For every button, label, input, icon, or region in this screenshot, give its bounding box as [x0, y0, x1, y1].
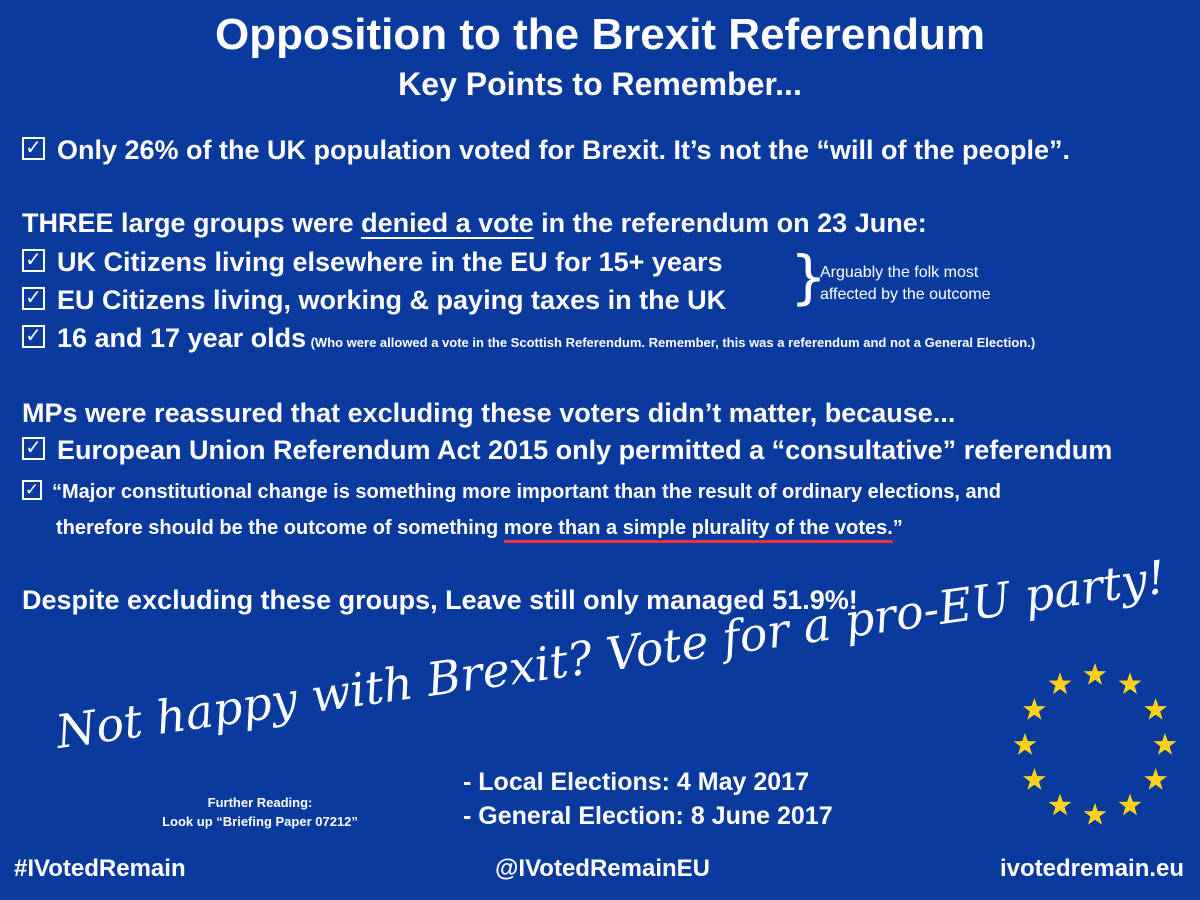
aside-note-line2: affected by the outcome [820, 286, 991, 303]
groups-heading-prefix: THREE large groups were [22, 208, 362, 238]
quote-line2-suffix: ” [892, 517, 903, 539]
point-referendum-act: ✓ European Union Referendum Act 2015 only… [22, 435, 1112, 466]
point-population-text: Only 26% of the UK population voted for … [57, 135, 1071, 165]
star-icon [1144, 698, 1168, 720]
conclusion: Despite excluding these groups, Leave st… [22, 585, 858, 615]
aside-note-line1: Arguably the folk most [820, 264, 979, 281]
quote-line2-emphasis: more than a simple plurality of the vote… [503, 517, 893, 539]
footer-handle[interactable]: @IVotedRemainEU [495, 855, 710, 882]
star-icon [1022, 768, 1046, 790]
checkbox-icon: ✓ [22, 287, 45, 311]
star-icon [1153, 733, 1177, 755]
footer-hashtag[interactable]: #IVotedRemain [14, 855, 186, 882]
eu-stars-icon [1013, 663, 1177, 825]
group-eu-citizens-text: EU Citizens living, working & paying tax… [57, 285, 727, 315]
election-dates: - Local Elections: 4 May 2017 - General … [463, 765, 833, 833]
quote-block: ✓ “Major constitutional change is somethi… [22, 474, 1001, 546]
group-uk-citizens: ✓ UK Citizens living elsewhere in the EU … [22, 247, 722, 278]
checkbox-icon: ✓ [22, 137, 45, 161]
groups-heading: THREE large groups were denied a vote in… [22, 208, 927, 239]
aside-note: Arguably the folk most affected by the o… [820, 262, 990, 306]
page-subtitle: Key Points to Remember... [398, 66, 802, 102]
groups-heading-emphasis: denied a vote [361, 208, 534, 238]
footer-website[interactable]: ivotedremain.eu [1000, 855, 1185, 882]
star-icon [1048, 793, 1072, 816]
star-icon [1083, 663, 1107, 685]
further-reading-label: Further Reading: [207, 795, 313, 810]
local-election-date: - Local Elections: 4 May 2017 [463, 768, 809, 796]
checkbox-icon: ✓ [22, 479, 42, 500]
further-reading-reference: Look up “Briefing Paper 07212” [162, 814, 358, 829]
group-eu-citizens: ✓ EU Citizens living, working & paying ta… [22, 285, 726, 316]
point-population-vote: ✓ Only 26% of the UK population voted for… [22, 135, 1070, 166]
star-icon [1083, 803, 1107, 825]
group-youth: ✓ 16 and 17 year olds (Who were allowed a… [22, 323, 1035, 354]
star-icon [1144, 768, 1168, 790]
quote-line1: “Major constitutional change is somethin… [52, 481, 1002, 503]
group-youth-text: 16 and 17 year olds [57, 323, 307, 353]
star-icon [1048, 672, 1072, 695]
star-icon [1013, 733, 1037, 755]
brace-icon: } [790, 243, 827, 311]
page-title: Opposition to the Brexit Referendum [214, 10, 986, 59]
mps-heading: MPs were reassured that excluding these … [22, 398, 956, 428]
checkbox-icon: ✓ [22, 249, 45, 273]
point-referendum-act-text: European Union Referendum Act 2015 only … [57, 435, 1113, 465]
group-youth-note: (Who were allowed a vote in the Scottish… [310, 335, 1036, 350]
star-icon [1022, 698, 1046, 720]
star-icon [1118, 793, 1142, 816]
checkbox-icon: ✓ [22, 437, 45, 461]
groups-heading-suffix: in the referendum on 23 June: [533, 208, 927, 238]
general-election-date: - General Election: 8 June 2017 [463, 802, 833, 830]
further-reading: Further Reading: Look up “Briefing Paper… [130, 793, 390, 831]
group-uk-citizens-text: UK Citizens living elsewhere in the EU f… [57, 247, 723, 277]
quote-line2-prefix: therefore should be the outcome of somet… [56, 517, 504, 539]
checkbox-icon: ✓ [22, 325, 45, 349]
star-icon [1118, 672, 1142, 695]
